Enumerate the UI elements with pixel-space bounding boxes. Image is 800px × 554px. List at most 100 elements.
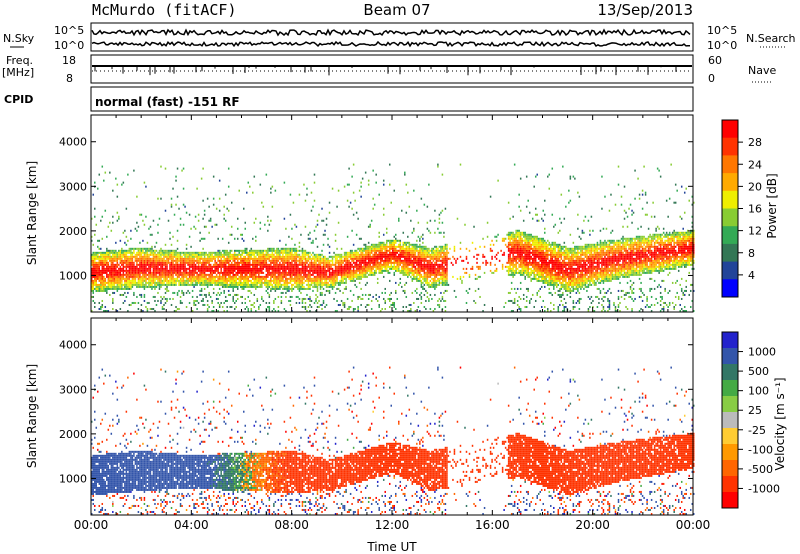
power-cell bbox=[428, 283, 430, 286]
power-cell bbox=[211, 279, 213, 282]
power-cell bbox=[140, 283, 143, 286]
power-cell bbox=[94, 255, 96, 258]
power-cell bbox=[375, 269, 377, 272]
power-cell bbox=[121, 183, 123, 186]
power-cell bbox=[125, 255, 128, 258]
power-cell bbox=[346, 307, 349, 310]
power-cell bbox=[274, 287, 277, 290]
power-cell bbox=[154, 277, 156, 280]
power-cell bbox=[94, 215, 96, 218]
power-cell bbox=[143, 267, 146, 270]
power-cell bbox=[253, 263, 256, 266]
power-cell bbox=[256, 271, 259, 274]
power-cell bbox=[331, 261, 334, 264]
power-cell bbox=[265, 269, 268, 272]
power-cell bbox=[116, 273, 119, 276]
power-cell bbox=[124, 265, 126, 268]
power-cell bbox=[160, 283, 162, 286]
power-cell bbox=[351, 269, 353, 272]
power-cell bbox=[410, 303, 412, 306]
power-cell bbox=[139, 267, 141, 270]
power-cell bbox=[218, 281, 221, 284]
power-cell bbox=[357, 297, 359, 300]
power-cell bbox=[155, 271, 158, 274]
power-cell bbox=[140, 281, 143, 284]
power-cell bbox=[214, 259, 216, 262]
power-cell bbox=[440, 267, 442, 270]
power-cell bbox=[327, 275, 329, 278]
power-cell bbox=[238, 283, 240, 286]
power-cell bbox=[227, 259, 230, 262]
power-cell bbox=[440, 211, 442, 214]
power-cell bbox=[405, 263, 408, 266]
power-cell bbox=[227, 241, 230, 244]
power-cell bbox=[143, 259, 146, 262]
power-cell bbox=[328, 259, 331, 262]
power-cell bbox=[182, 279, 185, 282]
power-cell bbox=[438, 251, 441, 254]
power-cell bbox=[113, 255, 116, 258]
power-cell bbox=[274, 249, 277, 252]
power-cell bbox=[416, 263, 418, 266]
power-cell bbox=[128, 273, 131, 276]
power-cell bbox=[279, 287, 281, 290]
power-cell bbox=[357, 269, 359, 272]
power-cell bbox=[215, 275, 218, 278]
power-cell bbox=[170, 271, 173, 274]
power-cell bbox=[118, 215, 120, 218]
power-cell bbox=[351, 275, 353, 278]
power-cell bbox=[212, 269, 215, 272]
power-cell bbox=[297, 273, 299, 276]
power-cell bbox=[112, 277, 114, 280]
power-cell bbox=[318, 269, 320, 272]
power-cell bbox=[313, 275, 316, 278]
power-cell bbox=[163, 307, 165, 310]
power-cell bbox=[432, 277, 435, 280]
power-cell bbox=[136, 229, 138, 232]
power-cell bbox=[256, 281, 259, 284]
power-cell bbox=[161, 281, 164, 284]
power-cell bbox=[437, 163, 439, 166]
power-cell bbox=[428, 255, 430, 258]
power-cell bbox=[274, 267, 277, 270]
power-cell bbox=[358, 257, 361, 260]
power-cell bbox=[312, 257, 314, 260]
power-cell bbox=[181, 273, 183, 276]
power-cell bbox=[264, 253, 266, 256]
power-cell bbox=[92, 255, 95, 258]
power-cell bbox=[375, 249, 377, 252]
power-cell bbox=[382, 255, 385, 258]
power-cell bbox=[178, 257, 180, 260]
power-cell bbox=[255, 257, 257, 260]
power-cell bbox=[295, 261, 298, 264]
power-cell bbox=[348, 305, 350, 308]
power-cell bbox=[203, 303, 206, 306]
power-cell bbox=[259, 267, 262, 270]
power-cell bbox=[404, 291, 406, 294]
power-cell bbox=[328, 285, 331, 288]
power-cell bbox=[267, 249, 269, 252]
power-cell bbox=[226, 261, 228, 264]
power-cell bbox=[261, 253, 263, 256]
power-cell bbox=[202, 167, 204, 170]
power-cell bbox=[331, 285, 334, 288]
power-cell bbox=[372, 267, 374, 270]
power-cell bbox=[295, 275, 298, 278]
power-cell bbox=[309, 279, 311, 282]
power-cell bbox=[91, 285, 93, 288]
power-cell bbox=[91, 239, 93, 242]
power-cell bbox=[408, 261, 411, 264]
power-cell bbox=[437, 279, 439, 282]
power-cell bbox=[358, 275, 361, 278]
power-cell bbox=[301, 247, 304, 250]
power-cell bbox=[271, 273, 274, 276]
power-cell bbox=[247, 277, 250, 280]
power-cell bbox=[283, 217, 286, 220]
power-cell bbox=[247, 289, 250, 292]
power-cell bbox=[319, 293, 322, 296]
power-cell bbox=[256, 297, 259, 300]
power-cell bbox=[288, 277, 290, 280]
power-cell bbox=[443, 271, 445, 274]
power-cell bbox=[115, 249, 117, 252]
power-cell bbox=[112, 271, 114, 274]
